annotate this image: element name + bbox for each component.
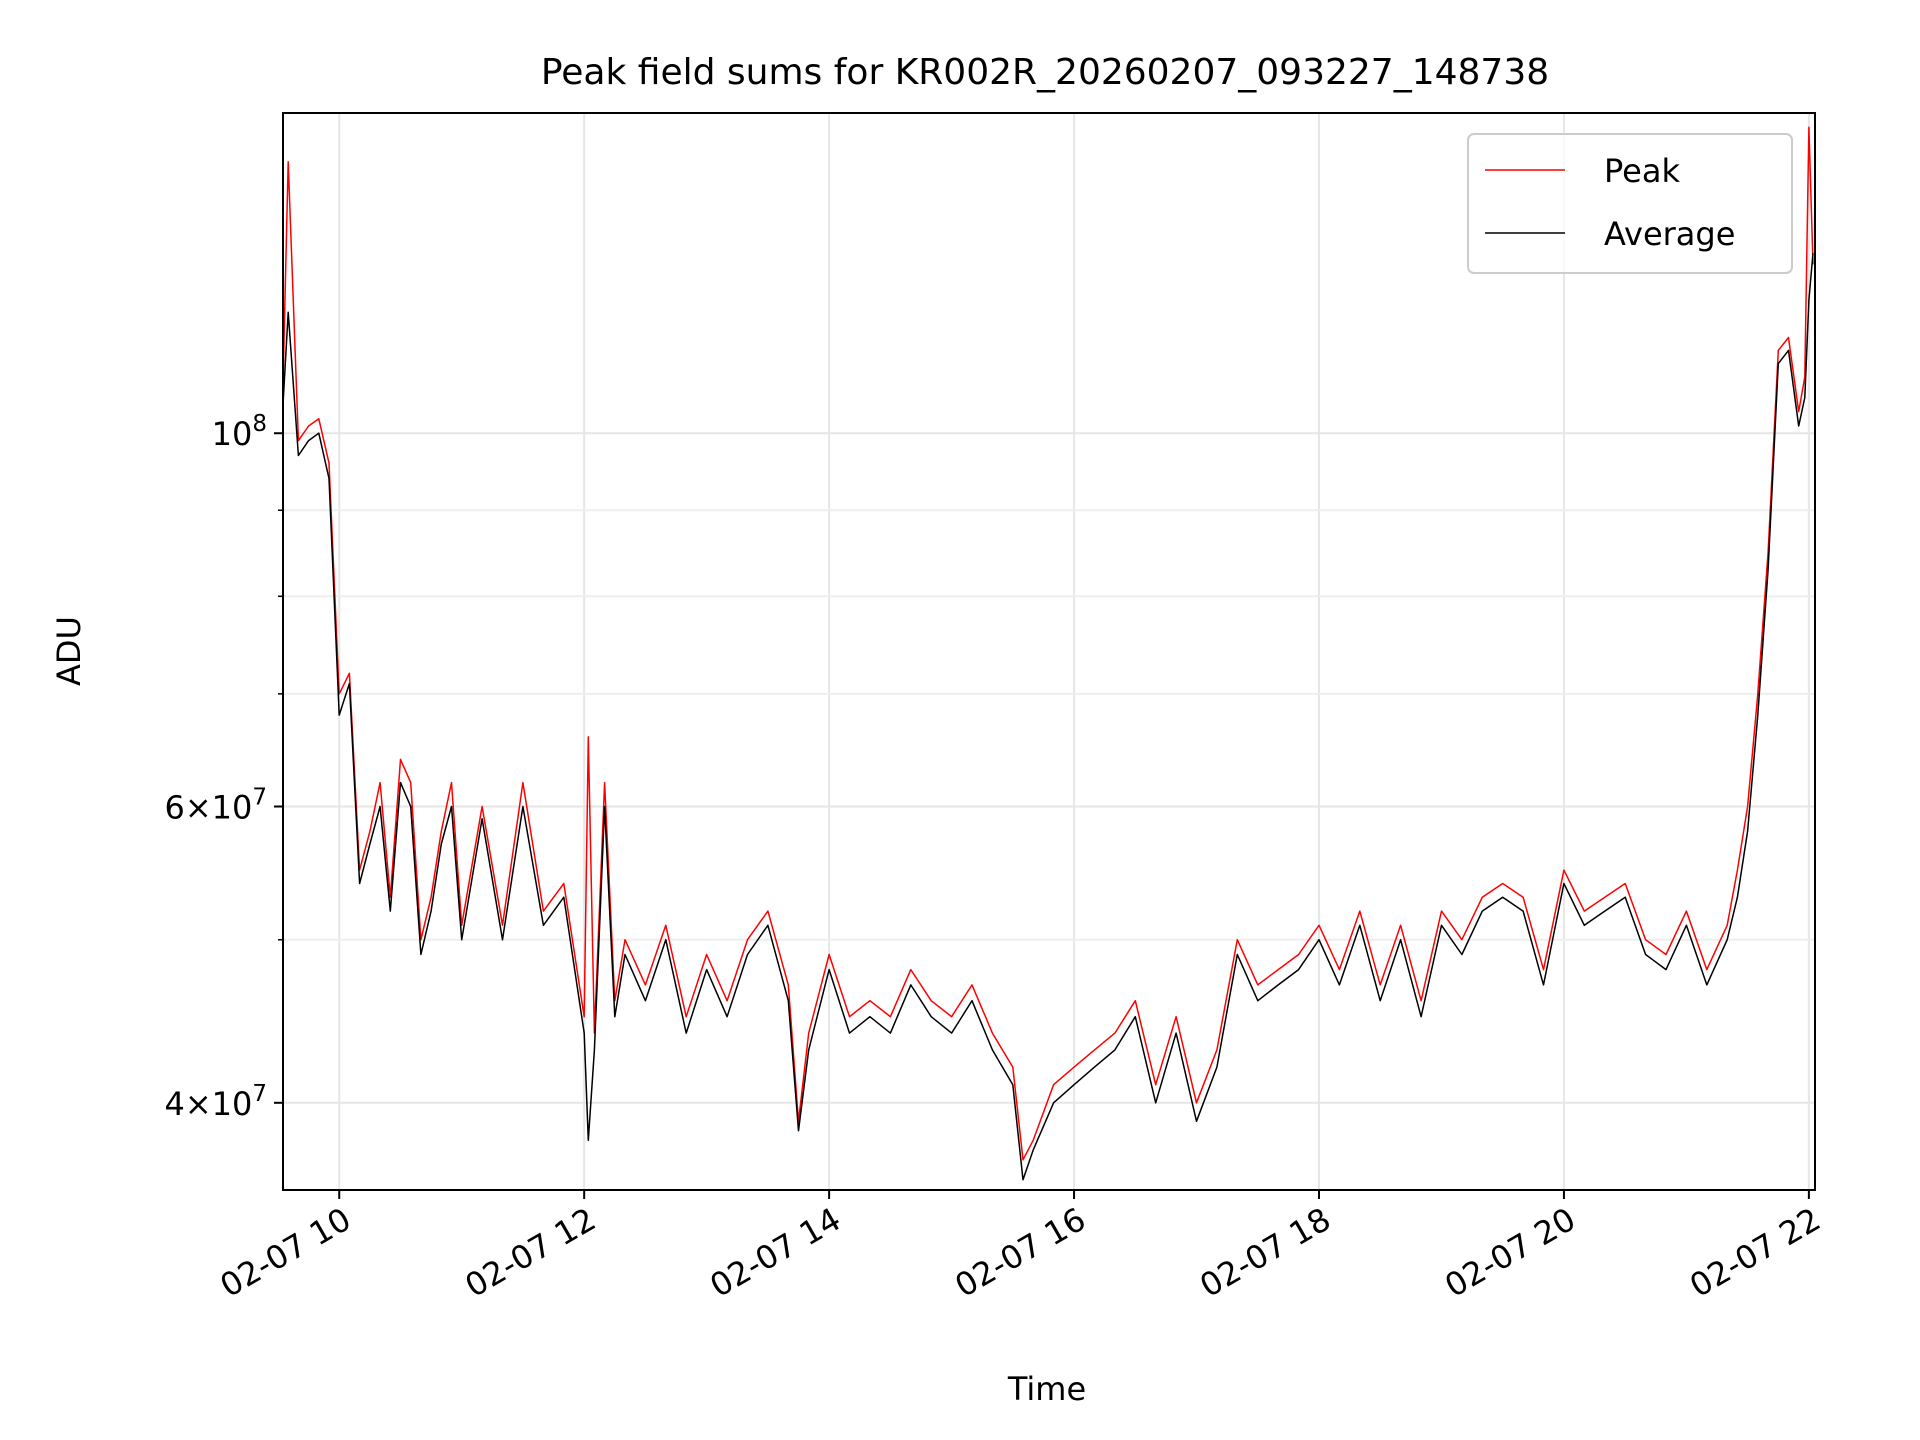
y-tick-base: 10 [212, 415, 253, 453]
y-tick-base: 10 [212, 1085, 253, 1123]
legend: Peak Average [1467, 133, 1793, 274]
legend-peak-label: Peak [1604, 152, 1680, 190]
y-tick-mantissa: 4× [164, 1085, 211, 1123]
plot-frame [282, 112, 1816, 1191]
series-average-line [282, 252, 1814, 1181]
legend-average-label: Average [1604, 215, 1735, 253]
series-layer [282, 126, 1814, 1181]
y-tick-label: 108 [212, 411, 267, 453]
legend-box [1467, 133, 1793, 274]
y-tick-label: 6×107 [164, 785, 267, 827]
y-tick-exponent: 8 [252, 411, 267, 437]
grid [283, 113, 1815, 1190]
y-tick-label: 4×107 [164, 1081, 267, 1123]
y-axis-label: ADU [50, 616, 88, 686]
y-tick-mantissa: 6× [164, 789, 211, 827]
chart-title: Peak field sums for KR002R_20260207_0932… [541, 52, 1549, 93]
y-tick-exponent: 7 [252, 1081, 267, 1107]
y-tick-base: 10 [212, 789, 253, 827]
x-axis-label: Time [1007, 1370, 1086, 1408]
y-tick-exponent: 7 [252, 785, 267, 811]
series-peak-line [282, 126, 1814, 1161]
